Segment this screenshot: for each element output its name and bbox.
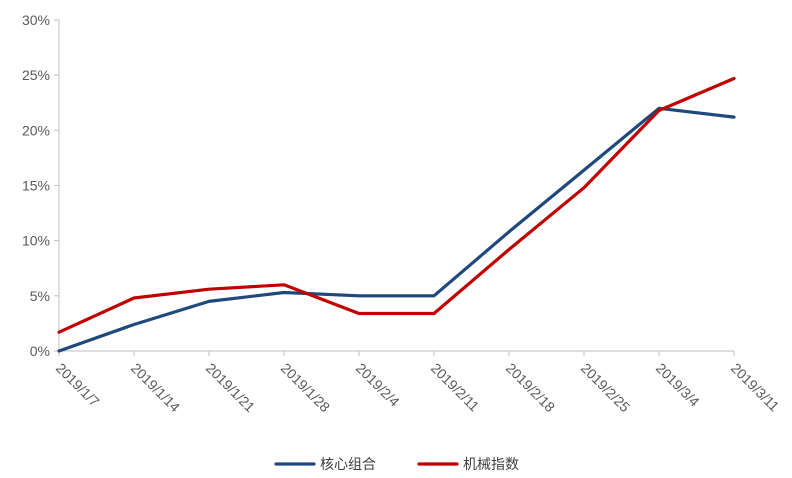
legend-label-0: 核心组合 [320,457,376,473]
y-tick-label: 10% [22,233,50,249]
x-tick-label: 2019/2/11 [428,360,483,415]
axes [58,20,734,352]
y-tick-label: 0% [30,343,50,359]
x-tick-label: 2019/3/11 [728,360,783,415]
y-axis-ticks: 0% 5% 10% 15% 20% 25% 30% [22,12,59,359]
x-tick-label: 2019/1/14 [128,360,184,416]
x-tick-label: 2019/3/4 [653,360,703,410]
x-tick-label: 2019/1/21 [203,360,259,416]
x-axis-ticks: 2019/1/7 2019/1/14 2019/1/21 2019/1/28 2019/… [53,351,783,415]
x-tick-label: 2019/2/18 [503,360,559,416]
x-tick-label: 2019/2/4 [353,360,403,410]
series-line-0 [57,106,736,353]
y-tick-label: 15% [22,178,50,194]
x-tick-label: 2019/1/7 [53,360,103,410]
x-tick-label: 2019/2/25 [578,360,634,416]
y-tick-label: 20% [22,122,50,138]
x-tick-label: 2019/1/28 [278,360,334,416]
legend-label-1: 机械指数 [463,457,519,473]
series-lines [57,76,736,353]
y-tick-label: 25% [22,67,50,83]
series-line-1 [57,76,736,334]
legend: 核心组合 机械指数 [274,457,519,473]
y-tick-label: 5% [30,288,50,304]
y-tick-label: 30% [22,12,50,28]
